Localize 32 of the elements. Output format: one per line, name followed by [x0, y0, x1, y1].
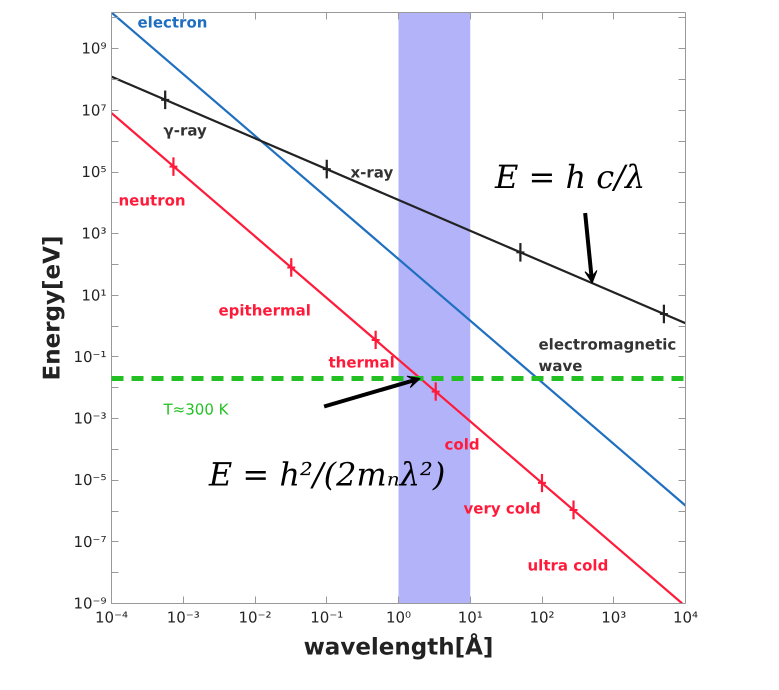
y-tick-label: 10⁻³	[73, 410, 107, 428]
annotation: epithermal	[218, 302, 311, 320]
annotation: cold	[444, 436, 480, 454]
y-tick-label: 10³	[81, 224, 107, 243]
x-tick-label: 10⁴	[672, 608, 698, 626]
x-tick-label: 10²	[529, 608, 555, 626]
x-tick-label: 10⁻³	[166, 608, 200, 626]
x-tick-label: 10⁻¹	[310, 608, 344, 626]
annotation: x-ray	[350, 164, 394, 182]
annotation: E = h c/λ	[494, 158, 646, 196]
x-tick-label: 10³	[601, 608, 626, 626]
y-tick-label: 10⁻¹	[73, 348, 107, 366]
annotation: electron	[138, 14, 208, 32]
annotation: thermal	[328, 354, 395, 372]
annotation: very cold	[464, 500, 541, 518]
x-axis-title: wavelength[Å]	[304, 632, 494, 660]
annotation: γ-ray	[164, 122, 207, 140]
annotation: neutron	[118, 192, 186, 210]
ref-line-label: T≈300 K	[162, 400, 230, 418]
y-tick-label: 10⁵	[81, 163, 107, 182]
y-tick-label: 10⁹	[81, 40, 107, 58]
y-axis-title: Energy[eV]	[39, 236, 66, 380]
y-tick-label: 10⁷	[81, 101, 107, 120]
y-tick-label: 10⁻⁷	[73, 532, 107, 551]
x-tick-label: 10⁻²	[238, 608, 272, 626]
x-tick-label: 10¹	[458, 608, 483, 626]
y-tick-label: 10¹	[81, 286, 107, 304]
annotation: electromagnetic wave	[538, 336, 676, 376]
y-tick-label: 10⁻⁵	[73, 471, 107, 490]
annotation: ultra cold	[528, 556, 608, 574]
x-tick-label: 10⁰	[386, 608, 412, 626]
annotation: E = h²/(2mₙλ²)	[208, 455, 446, 494]
